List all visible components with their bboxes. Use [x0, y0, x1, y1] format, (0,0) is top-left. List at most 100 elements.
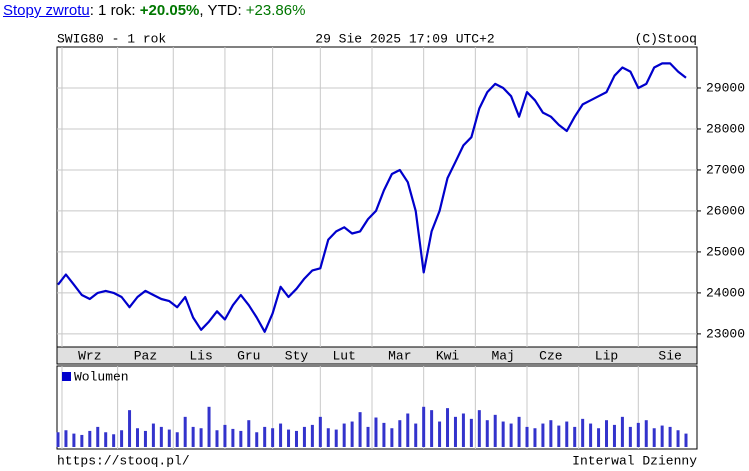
x-tick-label: Cze: [539, 348, 562, 363]
volume-bar: [231, 428, 235, 447]
volume-bar: [191, 426, 195, 447]
volume-bar: [96, 426, 100, 447]
volume-bar: [350, 421, 354, 447]
volume-bar: [477, 410, 481, 447]
y-tick-label: 28000: [706, 121, 745, 136]
volume-bar: [287, 429, 291, 447]
volume-bar: [382, 422, 386, 447]
volume-bar: [88, 430, 92, 447]
volume-bar: [446, 408, 450, 447]
price-frame: [56, 46, 698, 348]
volume-bar: [430, 410, 434, 447]
x-tick-label: Lis: [189, 348, 212, 363]
price-line: [57, 62, 687, 333]
volume-bar: [398, 420, 402, 447]
x-tick-label: Wrz: [78, 348, 101, 363]
volume-bar: [239, 430, 243, 447]
volume-bar: [302, 426, 306, 447]
volume-bar: [565, 421, 569, 447]
volume-bar: [485, 420, 489, 447]
volume-bar: [183, 416, 187, 447]
volume-bar: [72, 433, 76, 447]
volume-bar: [422, 406, 426, 447]
volume-bar: [143, 430, 147, 447]
volume-bar: [652, 428, 656, 447]
volume-bar: [493, 414, 497, 447]
volume-bar: [128, 410, 132, 447]
return-1y: +20.05%: [139, 2, 200, 19]
y-tick-label: 25000: [706, 244, 745, 259]
month-band: [56, 346, 698, 365]
footer-interval: Interwal Dzienny: [572, 453, 697, 468]
volume-bar: [104, 432, 108, 447]
volume-bar: [684, 433, 688, 447]
volume-bar: [453, 416, 457, 447]
volume-bar: [112, 434, 116, 447]
x-tick-label: Gru: [237, 348, 260, 363]
returns-link[interactable]: Stopy zwrotu: [3, 2, 90, 19]
volume-bar: [597, 428, 601, 447]
volume-bar: [215, 430, 219, 447]
volume-bar: [549, 420, 553, 447]
volume-bar: [342, 423, 346, 447]
x-tick-label: Maj: [491, 348, 514, 363]
chart-subtitle: 29 Sie 2025 17:09 UTC+2: [315, 31, 494, 46]
volume-bar: [501, 421, 505, 447]
volume-bar: [318, 416, 322, 447]
volume-bar: [525, 426, 529, 447]
legend-swatch: [62, 372, 71, 381]
volume-bar: [517, 416, 521, 447]
legend-label: Wolumen: [74, 369, 129, 384]
volume-bar: [509, 423, 513, 447]
volume-bar: [120, 430, 124, 447]
x-tick-label: Lip: [595, 348, 618, 363]
volume-bar: [358, 412, 362, 447]
volume-bar: [573, 426, 577, 447]
volume-bar: [438, 421, 442, 447]
volume-bar: [294, 430, 298, 447]
volume-bar: [406, 413, 410, 447]
volume-bar: [628, 426, 632, 447]
volume-bar: [589, 423, 593, 447]
volume-bar: [334, 429, 338, 447]
volume-bar: [676, 430, 680, 447]
volume-bar: [612, 424, 616, 447]
y-tick-label: 27000: [706, 162, 745, 177]
volume-bar: [64, 430, 68, 447]
x-tick-label: Lut: [332, 348, 355, 363]
x-tick-label: Sty: [285, 348, 309, 363]
volume-bar: [374, 417, 378, 447]
volume-bar: [207, 406, 211, 447]
x-tick-label: Paz: [134, 348, 157, 363]
volume-bar: [56, 432, 60, 447]
volume-bar: [660, 425, 664, 447]
volume-bar: [644, 420, 648, 447]
return-ytd: +23.86%: [245, 2, 306, 19]
x-tick-label: Kwi: [436, 348, 460, 363]
volume-bar: [636, 422, 640, 447]
y-tick-label: 23000: [706, 326, 745, 341]
volume-bar: [310, 424, 314, 447]
volume-bar: [541, 423, 545, 447]
y-tick-label: 24000: [706, 285, 745, 300]
volume-bar: [159, 426, 163, 447]
chart-title: SWIG80 - 1 rok: [57, 31, 166, 46]
volume-bar: [326, 428, 330, 447]
volume-bar: [223, 424, 227, 447]
text: : 1 rok:: [89, 2, 140, 19]
volume-bar: [199, 428, 203, 447]
volume-bar: [390, 428, 394, 447]
volume-bar: [469, 418, 473, 447]
y-tick-label: 29000: [706, 80, 745, 95]
volume-bar: [533, 428, 537, 447]
text: , YTD:: [199, 2, 246, 19]
volume-bar: [279, 423, 283, 447]
volume-bar: [175, 432, 179, 447]
returns-header: Stopy zwrotu: 1 rok: +20.05%, YTD: +23.8…: [3, 2, 305, 19]
volume-bar: [263, 426, 267, 447]
volume-bar: [557, 425, 561, 447]
volume-bar: [461, 413, 465, 447]
footer-url: https://stooq.pl/: [57, 453, 190, 468]
